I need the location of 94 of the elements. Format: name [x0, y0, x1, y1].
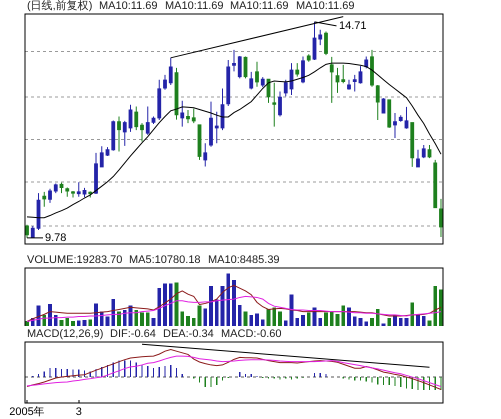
candlestick	[152, 116, 156, 124]
candlestick	[198, 124, 202, 160]
annotation: DIF:-0.64	[110, 328, 156, 340]
candlestick	[71, 190, 75, 198]
candlestick	[272, 82, 276, 128]
candlestick	[433, 159, 438, 208]
x-tick-label: 3	[76, 406, 82, 418]
chart-title: (日线,前复权)	[27, 0, 92, 12]
candlestick	[232, 49, 236, 72]
bar	[290, 294, 294, 328]
candlestick	[376, 84, 380, 121]
candlestick	[25, 224, 29, 238]
text: VOLUME:19283.70	[27, 254, 122, 266]
candlestick	[214, 111, 219, 144]
candlestick	[278, 91, 282, 118]
candlestick	[42, 191, 46, 208]
candlestick	[146, 106, 150, 136]
candlestick	[324, 31, 328, 56]
candlestick	[128, 104, 132, 132]
candlestick	[54, 183, 58, 194]
candlestick	[244, 56, 248, 79]
candlestick	[422, 144, 426, 159]
candlestick	[410, 122, 414, 168]
text: MA10:11.69	[99, 0, 158, 12]
candlestick	[140, 122, 144, 142]
candlestick	[168, 57, 173, 86]
candlestick	[209, 101, 213, 148]
bar	[198, 306, 202, 328]
candlestick	[180, 100, 184, 128]
candlestick	[163, 74, 167, 90]
candlestick	[398, 114, 403, 122]
candlestick	[318, 29, 322, 46]
candlestick	[157, 79, 162, 121]
candlestick	[36, 192, 40, 230]
bar	[238, 305, 242, 328]
candlestick	[306, 54, 311, 62]
candlestick	[341, 64, 346, 84]
candlestick	[312, 21, 316, 60]
candlestick	[192, 108, 196, 124]
candlestick	[260, 76, 265, 88]
text: MA5:10780.18	[129, 254, 201, 266]
text: MA10:11.69	[296, 0, 355, 12]
annotation: 9.78	[45, 232, 66, 244]
candlestick	[428, 144, 432, 159]
candlestick	[387, 99, 392, 128]
candlestick	[295, 62, 300, 78]
candlestick	[393, 112, 397, 138]
annotation: MACD:-0.60	[221, 328, 282, 340]
candlestick	[174, 67, 178, 120]
candlestick	[94, 152, 98, 195]
bar	[209, 286, 213, 328]
candlestick	[249, 71, 254, 90]
text: MA10:11.69	[165, 0, 224, 12]
x-tick-label: 2005年	[9, 406, 45, 418]
candlestick	[382, 98, 386, 114]
candlestick	[111, 120, 116, 152]
candlestick	[266, 78, 270, 104]
candlestick	[30, 226, 35, 238]
candlestick	[48, 188, 52, 204]
candlestick	[370, 49, 374, 88]
candlestick	[336, 67, 340, 94]
candlestick	[82, 187, 86, 198]
candlestick	[255, 61, 259, 88]
candlestick	[284, 79, 288, 97]
candlestick	[106, 146, 110, 156]
candlestick	[439, 198, 443, 238]
candlestick	[186, 109, 190, 124]
candlestick	[290, 62, 294, 96]
candlestick	[60, 182, 64, 194]
candlestick	[65, 186, 70, 198]
candlestick	[238, 56, 242, 79]
annotation: 14.71	[339, 20, 367, 32]
candlestick	[404, 106, 408, 130]
candlestick	[416, 149, 420, 168]
candlestick	[117, 116, 121, 152]
bar	[232, 280, 236, 328]
candlestick	[76, 182, 81, 198]
candlestick	[330, 56, 334, 104]
candlestick	[122, 120, 127, 146]
annotation: MACD(12,26,9)	[27, 328, 104, 340]
candlestick	[100, 146, 104, 168]
candlestick	[134, 106, 138, 131]
text: MA10:11.69	[230, 0, 289, 12]
text: MA10:8485.39	[208, 254, 280, 266]
candlestick	[220, 88, 224, 131]
candlestick	[226, 60, 230, 106]
annotation: DEA:-0.34	[163, 328, 214, 340]
bar	[226, 273, 230, 328]
bar	[439, 289, 443, 328]
candlestick	[301, 56, 305, 84]
candlestick	[203, 142, 208, 167]
candlestick	[352, 74, 357, 92]
candlestick	[358, 66, 362, 84]
candlestick	[347, 79, 351, 90]
